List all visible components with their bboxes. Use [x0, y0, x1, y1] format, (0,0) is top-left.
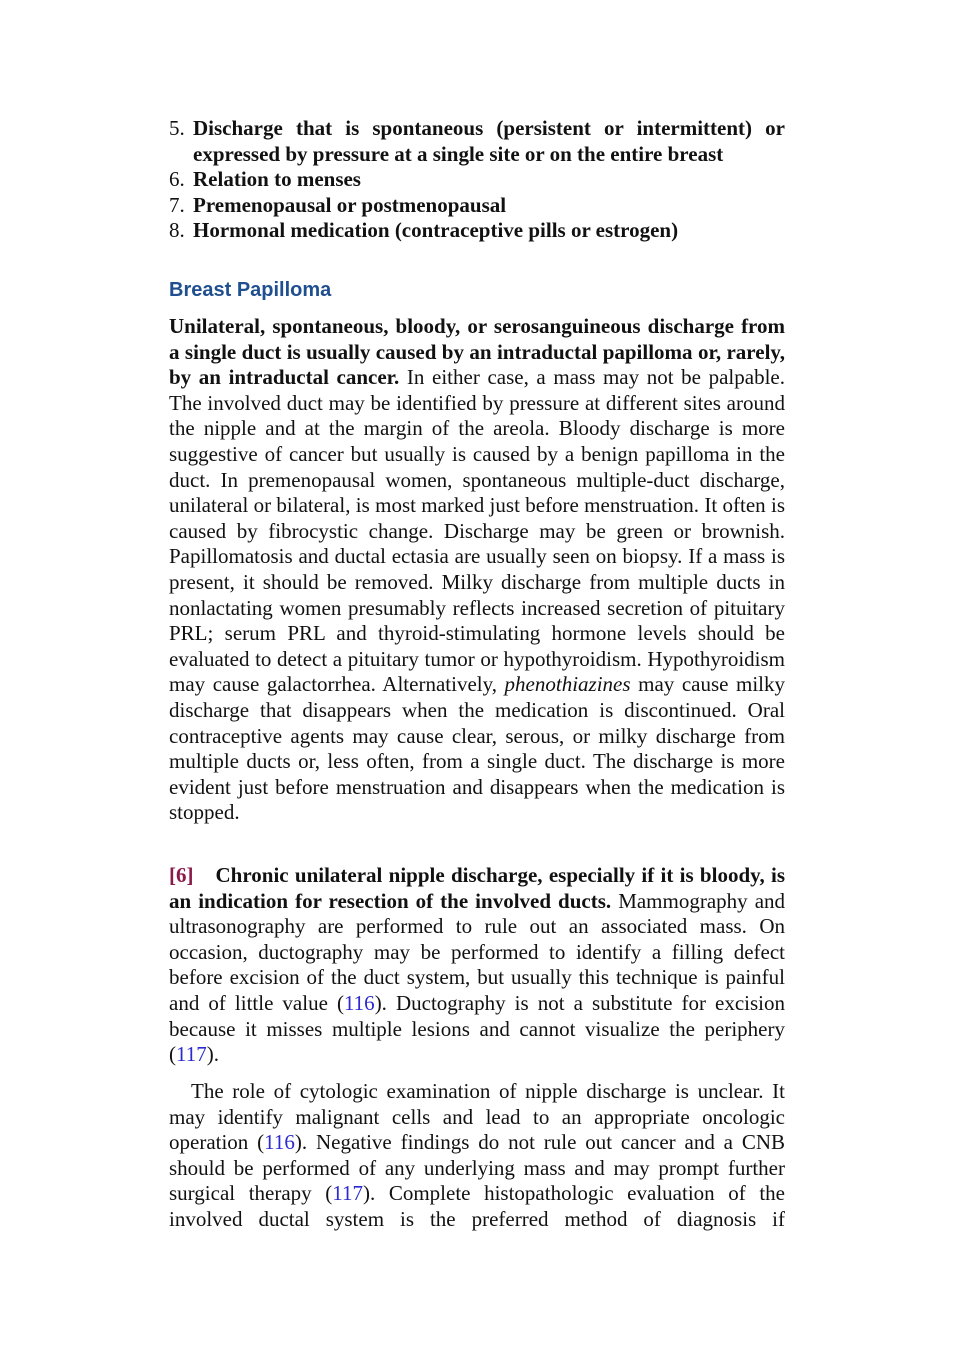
- text: ). Ductography is not a substitute for e…: [169, 990, 785, 1067]
- list-item: 8. Hormonal medication (contraceptive pil…: [169, 218, 785, 244]
- item-text: Relation to menses: [193, 167, 361, 192]
- section-heading: Breast Papilloma: [169, 279, 332, 301]
- reference-link[interactable]: 116: [343, 990, 375, 1015]
- italic-term: phenothiazines: [504, 672, 631, 697]
- item-number: 8.: [169, 218, 185, 243]
- paragraph: [6] Chronic unilateral nipple discharge, …: [169, 863, 785, 1068]
- item-number: 6.: [169, 167, 185, 192]
- item-text: Discharge that is spontaneous (persisten…: [193, 116, 785, 166]
- list-item: 7. Premenopausal or postmenopausal: [169, 193, 785, 219]
- item-number: 7.: [169, 192, 185, 217]
- item-number: 5.: [169, 116, 185, 140]
- item-text: Premenopausal or postmenopausal: [193, 192, 507, 217]
- bold-lead: Unilateral, spontaneous, bloody, or sero…: [169, 314, 785, 390]
- text: may cause milky discharge that disappear…: [169, 672, 786, 825]
- bold-lead: Chronic unilateral nipple discharge, esp…: [169, 863, 785, 913]
- paragraph: Unilateral, spontaneous, bloody, or sero…: [169, 314, 785, 826]
- text: ). Negative findings do not rule out can…: [169, 1130, 786, 1206]
- list-item: 5. Discharge that is spontaneous (persist…: [169, 116, 785, 167]
- text: ). Complete histopathologic evaluation o…: [169, 1181, 785, 1231]
- reference-link[interactable]: 116: [264, 1130, 295, 1155]
- criteria-list: 5. Discharge that is spontaneous (persist…: [169, 116, 785, 244]
- reference-link[interactable]: 117: [176, 1042, 207, 1067]
- text: ).: [206, 1042, 219, 1067]
- text: Mammography and ultrasonography are perf…: [169, 888, 786, 1015]
- reference-link[interactable]: 117: [332, 1181, 363, 1206]
- item-text: Hormonal medication (contraceptive pills…: [193, 218, 679, 243]
- paragraph: The role of cytologic examination of nip…: [169, 1079, 785, 1233]
- list-item: 6. Relation to menses: [169, 167, 785, 193]
- text: The role of cytologic examination of nip…: [169, 1079, 785, 1155]
- text: In either case, a mass may not be palpab…: [169, 365, 785, 697]
- marker: [6]: [169, 863, 194, 887]
